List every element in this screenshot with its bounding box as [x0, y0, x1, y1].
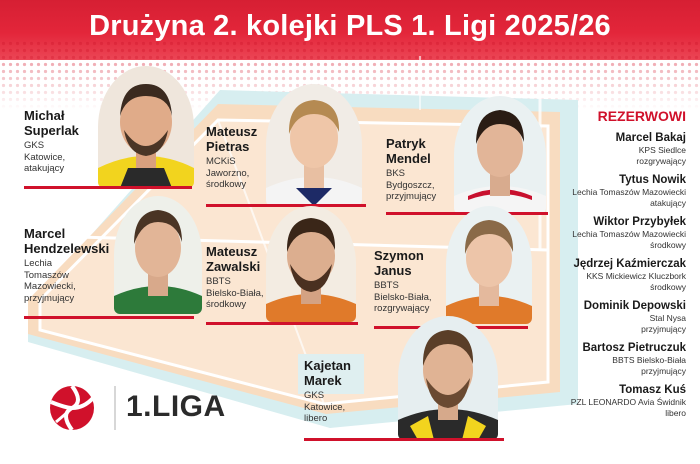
player-photo-marek [398, 316, 498, 440]
reserve-item: Jędrzej Kaźmierczak KKS Mickiewicz Klucz… [546, 258, 686, 292]
reserve-name: Bartosz Pietruczuk [582, 342, 686, 354]
reserve-position: środkowy [650, 281, 686, 292]
player-last-name: Hendzelewski [24, 241, 110, 256]
player-janus: Szymon Janus BBTS Bielsko-Biała, rozgrywaj… [374, 248, 454, 315]
player-pietras: Mateusz Pietras MCKiS Jaworzno, środkowy [206, 124, 276, 191]
reserve-item: Wiktor Przybyłek Lechia Tomaszów Mazowie… [546, 216, 686, 250]
reserve-club: Stal Nysa [649, 313, 686, 323]
reserve-position: atakujący [650, 197, 686, 208]
reserve-position: rozgrywający [636, 155, 686, 166]
reserve-item: Tytus Nowik Lechia Tomaszów Mazowiecki a… [546, 174, 686, 208]
reserve-name: Marcel Bakaj [615, 132, 686, 144]
reserve-club: BBTS Bielsko-Biała [612, 355, 686, 365]
player-photo-mendel [454, 96, 546, 214]
player-last-name: Pietras [206, 139, 250, 154]
reserve-item: Marcel Bakaj KPS Siedlce rozgrywający [546, 132, 686, 166]
reserve-item: Bartosz Pietruczuk BBTS Bielsko-Biała pr… [546, 342, 686, 376]
reserve-position: przyjmujący [641, 323, 686, 334]
player-photo-superlak [98, 66, 194, 188]
player-zawalski: Mateusz Zawalski BBTS Bielsko-Biała, środk… [206, 244, 286, 311]
divider-line [206, 204, 366, 207]
reserve-club: KKS Mickiewicz Kluczbork [586, 271, 686, 281]
reserve-club: KPS Siedlce [638, 145, 686, 155]
player-first-name: Kajetan [304, 358, 351, 373]
player-first-name: Patryk [386, 136, 426, 151]
player-club: BBTS Bielsko-Biała, środkowy [206, 276, 264, 310]
player-photo-zawalski [266, 206, 356, 322]
player-first-name: Szymon [374, 248, 424, 263]
player-club: Lechia Tomaszów Mazowiecki, przyjmujący [24, 258, 76, 304]
player-last-name: Superlak [24, 123, 79, 138]
league-logo: 1.LIGA [40, 382, 250, 434]
player-marek: Kajetan Marek GKS Katowice, libero [304, 358, 384, 425]
player-photo-janus [446, 206, 532, 324]
player-first-name: Michał [24, 108, 65, 123]
divider-line [304, 438, 504, 441]
player-club: GKS Katowice, libero [304, 390, 346, 424]
reserve-club: Lechia Tomaszów Mazowiecki [572, 229, 686, 239]
player-club: BBTS Bielsko-Biała, rozgrywający [374, 280, 432, 314]
reserve-position: libero [665, 407, 686, 418]
logo-text: 1.LIGA [126, 390, 226, 423]
player-last-name: Mendel [386, 151, 431, 166]
volleyball-logo-icon [50, 384, 95, 432]
divider-line [24, 316, 194, 319]
player-first-name: Marcel [24, 226, 66, 241]
reserve-name: Dominik Depowski [583, 300, 686, 312]
reserve-name: Jędrzej Kaźmierczak [573, 258, 686, 270]
page-title: Drużyna 2. kolejki PLS 1. Ligi 2025/26 [89, 10, 611, 42]
player-club: GKS Katowice, atakujący [24, 140, 66, 174]
player-club: BKS Bydgoszcz, przyjmujący [386, 168, 437, 202]
libero-label-bg [298, 354, 364, 394]
player-first-name: Mateusz [206, 124, 258, 139]
reserves-list: REZERWOWI Marcel Bakaj KPS Siedlce rozgr… [546, 108, 686, 426]
reserve-item: Tomasz Kuś PZL LEONARDO Avia Świdnik lib… [546, 384, 686, 418]
player-last-name: Janus [374, 263, 412, 278]
reserve-name: Tytus Nowik [619, 174, 686, 186]
reserve-position: przyjmujący [641, 365, 686, 376]
reserve-item: Dominik Depowski Stal Nysa przyjmujący [546, 300, 686, 334]
player-club: MCKiS Jaworzno, środkowy [206, 156, 250, 190]
player-hendzelewski: Marcel Hendzelewski Lechia Tomaszów Mazowi… [24, 226, 124, 304]
player-last-name: Zawalski [206, 259, 261, 274]
player-photo-pietras [266, 84, 362, 206]
reserve-club: PZL LEONARDO Avia Świdnik [570, 397, 686, 407]
player-first-name: Mateusz [206, 244, 258, 259]
reserve-position: środkowy [650, 239, 686, 250]
logo-divider [114, 386, 116, 430]
reserves-title: REZERWOWI [597, 108, 686, 124]
reserve-club: Lechia Tomaszów Mazowiecki [572, 187, 686, 197]
reserve-name: Wiktor Przybyłek [593, 216, 686, 228]
player-last-name: Marek [304, 373, 342, 388]
player-photo-hendzelewski [114, 196, 202, 314]
divider-line [206, 322, 358, 325]
player-mendel: Patryk Mendel BKS Bydgoszcz, przyjmujący [386, 136, 456, 203]
divider-line [24, 186, 192, 189]
player-superlak: Michał Superlak GKS Katowice, atakujący [24, 108, 104, 175]
reserve-name: Tomasz Kuś [619, 384, 686, 396]
